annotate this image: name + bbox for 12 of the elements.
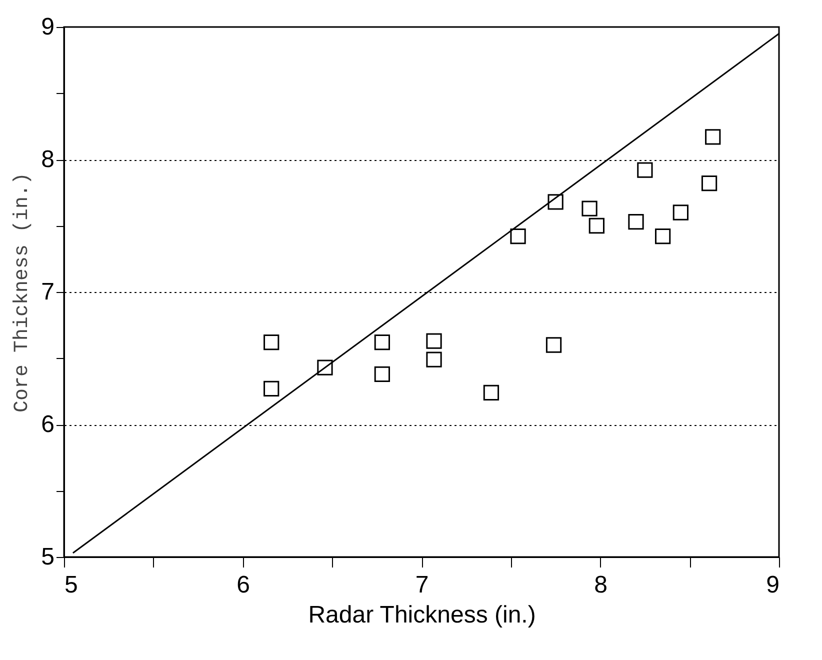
x-tick-label: 8 bbox=[594, 572, 608, 598]
y-tick-label: 8 bbox=[41, 146, 54, 173]
x-axis-title: Radar Thickness (in.) bbox=[308, 602, 536, 628]
y-tick-label: 5 bbox=[41, 544, 54, 570]
x-tick-label: 9 bbox=[766, 572, 780, 598]
y-tick-label: 7 bbox=[41, 278, 54, 306]
x-tick-label: 7 bbox=[415, 572, 429, 598]
y-axis-title: Core Thickness (in.) bbox=[11, 172, 34, 413]
x-tick-label: 6 bbox=[236, 572, 250, 598]
x-tick-label: 5 bbox=[64, 572, 78, 598]
y-tick-label: 9 bbox=[41, 14, 54, 40]
y-tick-label: 6 bbox=[41, 411, 54, 438]
